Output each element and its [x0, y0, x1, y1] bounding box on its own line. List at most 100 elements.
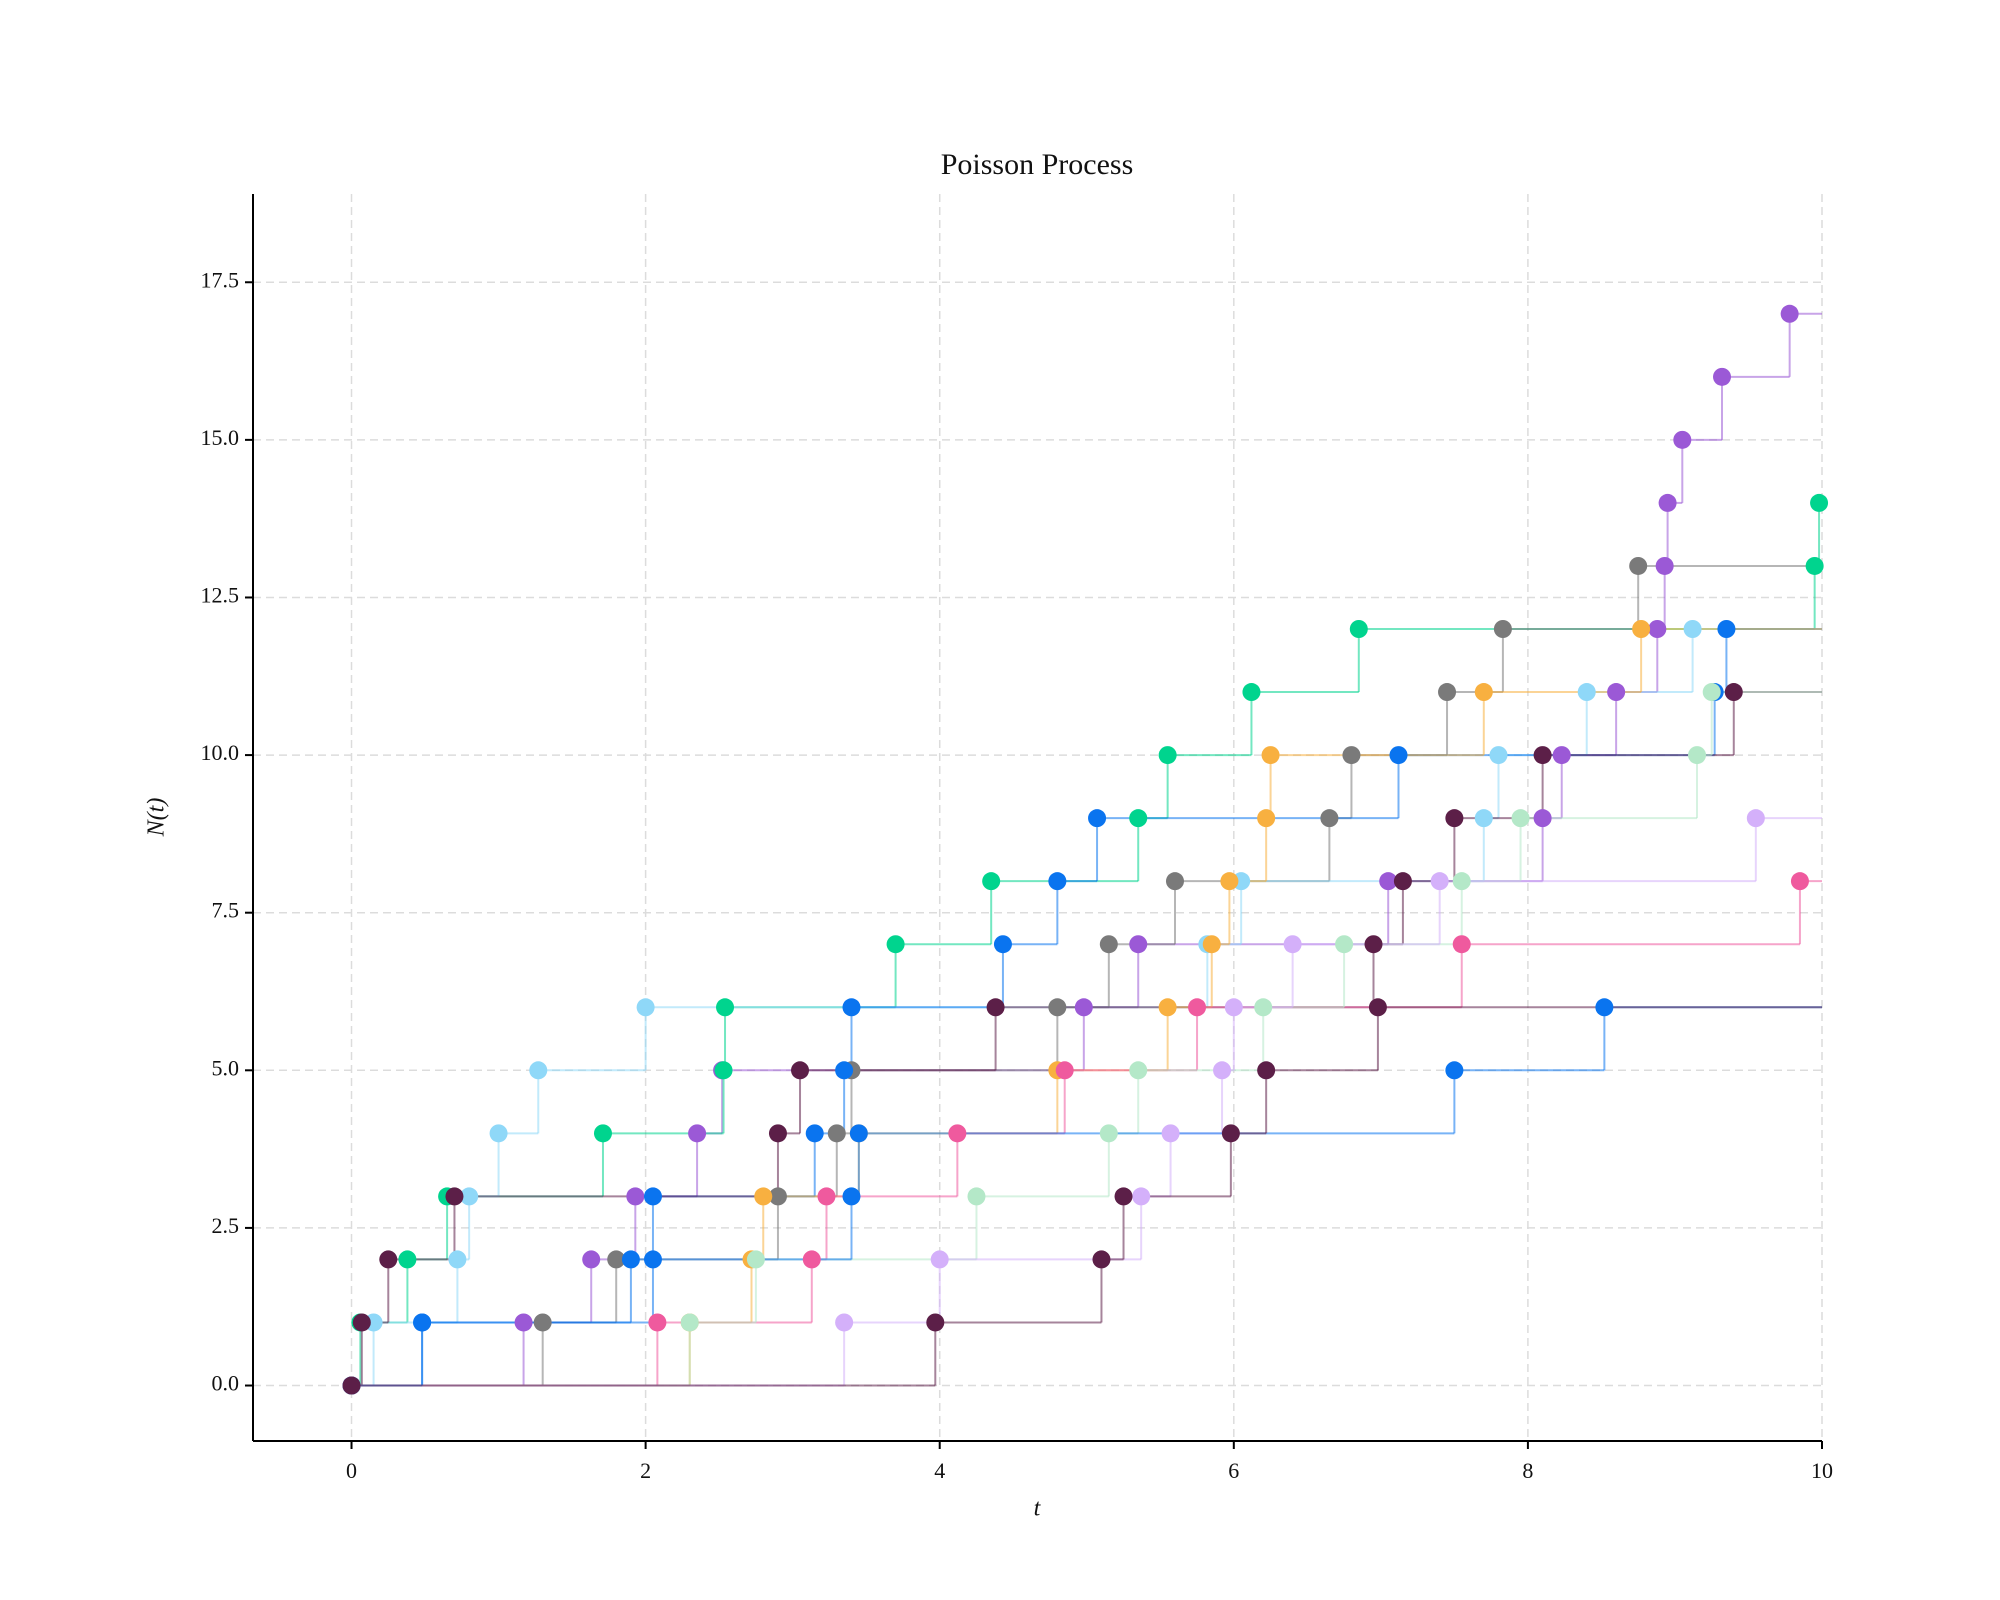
event-point — [593, 1124, 612, 1143]
event-point — [1257, 1061, 1276, 1080]
event-point — [1092, 1250, 1111, 1269]
event-point — [1533, 746, 1552, 765]
event-point — [1595, 998, 1614, 1017]
event-point — [1724, 683, 1743, 702]
event-point — [621, 1250, 640, 1269]
event-point — [1632, 620, 1651, 638]
x-tick-label: 6 — [1228, 1458, 1239, 1483]
event-point — [398, 1250, 417, 1269]
event-point — [1221, 1124, 1240, 1143]
event-point — [1364, 935, 1383, 954]
event-point — [1254, 998, 1273, 1017]
event-point — [460, 1187, 479, 1206]
y-tick-label: 0.0 — [212, 1371, 240, 1396]
x-tick-label: 8 — [1522, 1458, 1533, 1483]
event-point — [1673, 430, 1692, 449]
ticks: 0 2 4 6 8 10 0.0 2.5 5.0 7.5 10.0 12.5 15.0 17.5 — [201, 267, 1834, 1483]
event-point — [1099, 1124, 1118, 1143]
event-point — [1577, 683, 1596, 702]
event-point — [1493, 620, 1512, 638]
event-point — [791, 1061, 810, 1080]
event-point — [1655, 556, 1674, 575]
y-tick-label: 15.0 — [201, 425, 240, 450]
y-tick-label: 2.5 — [212, 1213, 240, 1238]
y-tick-label: 7.5 — [212, 898, 240, 923]
event-point — [714, 1061, 733, 1080]
event-point — [413, 1313, 432, 1332]
event-point — [835, 1061, 854, 1080]
event-point — [1368, 998, 1387, 1017]
event-point — [1099, 935, 1118, 954]
chart-title: Poisson Process — [941, 148, 1134, 181]
event-point — [1474, 809, 1493, 828]
event-point — [1474, 683, 1493, 702]
y-tick-label: 17.5 — [201, 267, 240, 292]
event-point — [680, 1313, 699, 1332]
event-point — [1511, 809, 1530, 828]
plot-area — [342, 304, 1829, 1395]
event-point — [1790, 872, 1809, 891]
event-point — [716, 998, 735, 1017]
event-point — [1683, 620, 1702, 638]
event-point — [1717, 620, 1736, 638]
event-point — [688, 1124, 707, 1143]
event-point — [1283, 935, 1302, 954]
event-point — [1048, 872, 1067, 891]
event-point — [636, 998, 655, 1017]
event-point — [352, 1313, 371, 1332]
event-point — [754, 1187, 773, 1206]
event-point — [1438, 683, 1457, 702]
event-point — [1242, 683, 1261, 702]
event-point — [1349, 620, 1368, 638]
event-point — [1261, 746, 1280, 765]
event-point — [986, 998, 1005, 1017]
event-point — [1048, 998, 1067, 1017]
event-point — [842, 998, 861, 1017]
event-point — [1114, 1187, 1133, 1206]
event-point — [489, 1124, 508, 1143]
event-point — [802, 1250, 821, 1269]
event-point — [1452, 935, 1471, 954]
event-point — [1393, 872, 1412, 891]
event-point — [842, 1187, 861, 1206]
event-point — [1224, 998, 1243, 1017]
event-point — [1074, 998, 1093, 1017]
event-point — [926, 1313, 945, 1332]
y-axis-label: N(t) — [144, 798, 170, 838]
event-point — [1389, 746, 1408, 765]
event-point — [1688, 746, 1707, 765]
event-point — [930, 1250, 949, 1269]
x-tick-label: 2 — [640, 1458, 651, 1483]
event-point — [1129, 1061, 1148, 1080]
event-point — [746, 1250, 765, 1269]
event-point — [626, 1187, 645, 1206]
event-point — [342, 1376, 361, 1395]
event-point — [1213, 1061, 1232, 1080]
event-point — [1202, 935, 1221, 954]
event-point — [1335, 935, 1354, 954]
event-point — [1780, 304, 1799, 323]
event-point — [982, 872, 1001, 891]
event-point — [768, 1187, 787, 1206]
event-point — [967, 1187, 986, 1206]
event-point — [1805, 556, 1824, 575]
event-point — [1220, 872, 1239, 891]
event-point — [379, 1250, 398, 1269]
event-point — [849, 1124, 868, 1143]
event-point — [1320, 809, 1339, 828]
event-point — [1055, 1061, 1074, 1080]
event-point — [648, 1313, 667, 1332]
event-point — [1158, 746, 1177, 765]
event-point — [817, 1187, 836, 1206]
event-point — [1746, 809, 1765, 828]
event-point — [1445, 1061, 1464, 1080]
event-point — [1129, 935, 1148, 954]
event-point — [993, 935, 1012, 954]
y-tick-label: 10.0 — [201, 740, 240, 765]
event-point — [1188, 998, 1207, 1017]
event-point — [1552, 746, 1571, 765]
event-point — [835, 1313, 854, 1332]
y-tick-label: 12.5 — [201, 583, 240, 608]
event-point — [445, 1187, 464, 1206]
